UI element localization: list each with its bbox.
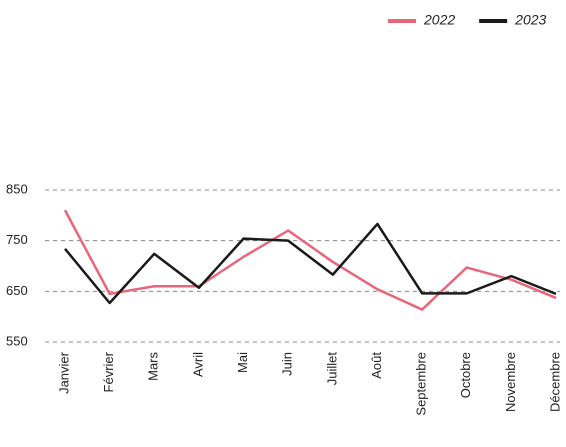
x-tick-label: Juin	[280, 352, 295, 376]
y-tick-label: 850	[6, 181, 28, 196]
x-tick-label: Mai	[235, 352, 250, 373]
y-tick-label: 650	[6, 283, 28, 298]
y-tick-label: 550	[6, 333, 28, 348]
y-tick-label: 750	[6, 232, 28, 247]
x-tick-label: Février	[101, 351, 116, 392]
x-tick-label: Août	[369, 352, 384, 379]
legend-label: 2023	[514, 12, 546, 28]
series-line	[64, 222, 557, 305]
series-line	[63, 209, 557, 311]
x-tick-label: Décembre	[547, 352, 562, 412]
x-tick-label: Juillet	[324, 352, 339, 386]
x-tick-label: Janvier	[56, 351, 71, 394]
x-tick-label: Novembre	[503, 352, 518, 412]
x-tick-label: Septembre	[414, 352, 429, 416]
legend-label: 2022	[423, 12, 455, 28]
x-tick-label: Octobre	[458, 352, 473, 398]
x-tick-label: Avril	[190, 352, 205, 377]
x-tick-label: Mars	[146, 352, 161, 381]
